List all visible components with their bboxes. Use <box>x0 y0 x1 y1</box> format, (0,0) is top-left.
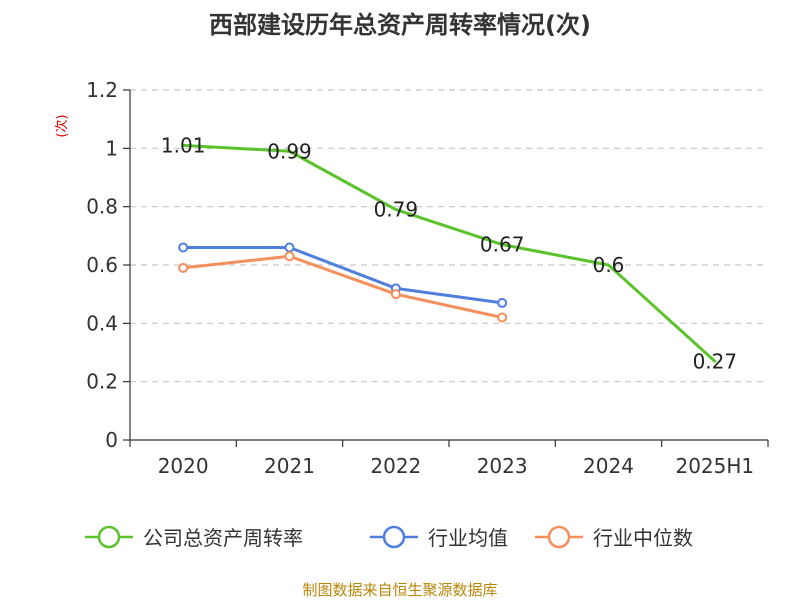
legend: 公司总资产周转率 行业均值 行业中位数 <box>85 525 693 550</box>
legend-label: 行业中位数 <box>593 526 693 550</box>
data-label: 0.27 <box>693 349 738 373</box>
data-point <box>497 297 508 308</box>
chart-title: 西部建设历年总资产周转率情况(次) <box>209 11 591 39</box>
series-line <box>181 246 504 305</box>
y-tick-label: 0.2 <box>86 370 118 394</box>
source-note: 制图数据来自恒生聚源数据库 <box>302 581 497 599</box>
data-point <box>390 289 401 300</box>
series-line <box>181 143 717 363</box>
grid-lines <box>130 89 768 383</box>
y-tick-label: 1 <box>105 136 118 160</box>
data-point <box>178 262 189 273</box>
y-axis-unit: (次) <box>54 114 70 137</box>
legend-label: 行业均值 <box>428 526 508 550</box>
legend-marker <box>97 525 121 549</box>
data-labels: 1.01 0.99 0.79 0.67 0.6 0.27 <box>161 133 737 373</box>
data-point <box>178 242 189 253</box>
y-tick-label: 0.6 <box>86 253 118 277</box>
legend-marker <box>547 525 571 549</box>
x-tick-label: 2021 <box>264 454 315 478</box>
y-tick-label: 0.8 <box>86 195 118 219</box>
x-tick-label: 2025H1 <box>675 454 754 478</box>
y-tick-label: 0 <box>105 428 118 452</box>
x-tick-label: 2022 <box>370 454 421 478</box>
data-label: 1.01 <box>161 133 206 157</box>
x-tick-label: 2020 <box>158 454 209 478</box>
x-tick-label: 2024 <box>583 454 634 478</box>
data-point <box>284 242 295 253</box>
data-label: 0.99 <box>267 139 312 163</box>
series-lines <box>178 143 717 363</box>
series-line <box>181 254 504 319</box>
data-label: 0.79 <box>374 198 419 222</box>
data-point <box>497 312 508 323</box>
x-tick-label: 2023 <box>477 454 528 478</box>
legend-marker <box>382 525 406 549</box>
axes: 0 0.2 0.4 0.6 0.8 1 1.2 2020 2021 2022 2023 2024 202… <box>86 78 769 478</box>
data-label: 0.67 <box>480 233 525 257</box>
y-tick-label: 0.4 <box>86 311 118 335</box>
legend-label: 公司总资产周转率 <box>143 526 303 550</box>
data-label: 0.6 <box>593 253 625 277</box>
y-tick-label: 1.2 <box>86 78 118 102</box>
data-point <box>284 251 295 262</box>
